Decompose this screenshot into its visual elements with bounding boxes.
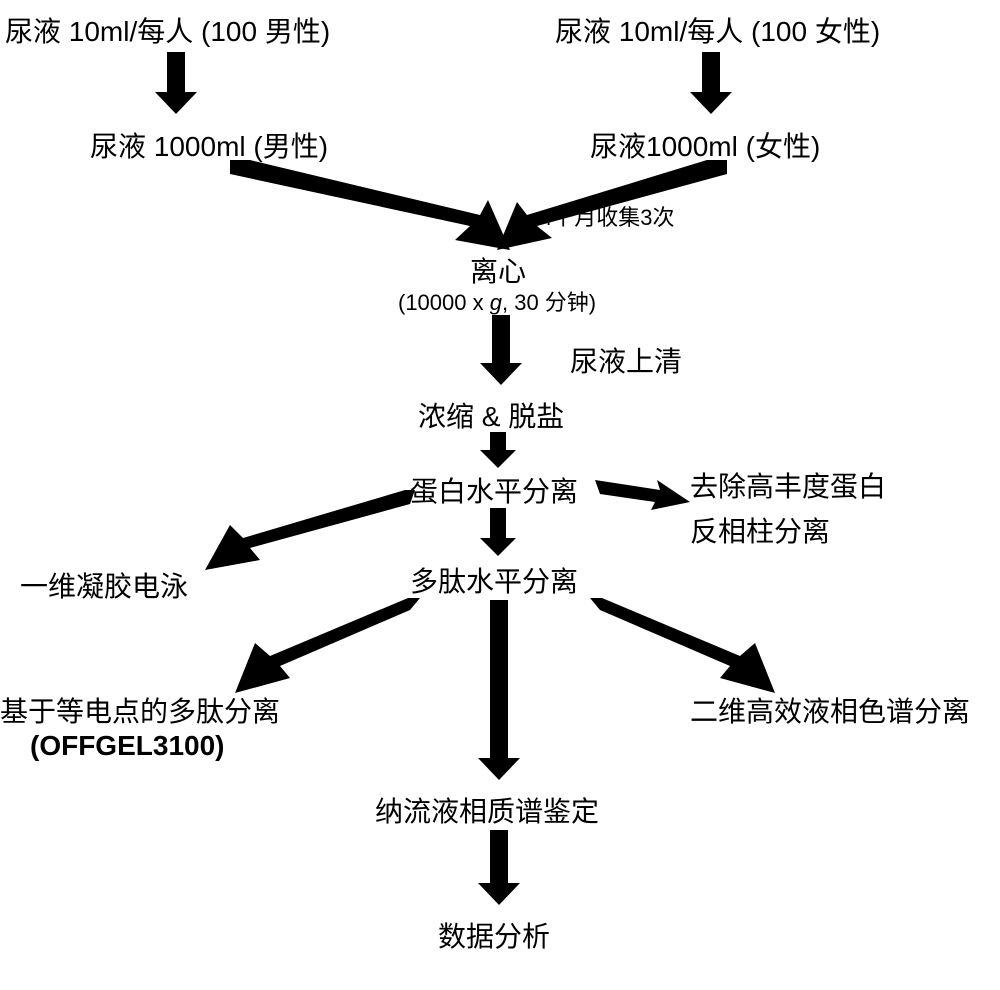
node-top-left: 尿液 10ml/每人 (100 男性) xyxy=(5,10,330,50)
arrow-down-icon xyxy=(480,432,516,468)
node-supernatant: 尿液上清 xyxy=(570,340,682,380)
arrow-diag-icon xyxy=(235,598,420,693)
node-top-right: 尿液 10ml/每人 (100 女性) xyxy=(555,10,880,50)
arrow-diag-icon xyxy=(590,598,775,693)
node-collect-note: 4个月收集3次 xyxy=(540,200,674,232)
node-nano-ms: 纳流液相质谱鉴定 xyxy=(375,790,599,830)
node-protein-sep: 蛋白水平分离 xyxy=(410,470,578,510)
node-reverse-phase: 反相柱分离 xyxy=(690,510,830,550)
node-centrifuge-sub: (10000 x g, 30 分钟) xyxy=(398,285,596,317)
node-concentrate: 浓缩 & 脱盐 xyxy=(418,395,564,435)
node-mid-left: 尿液 1000ml (男性) xyxy=(90,125,328,165)
node-gel-1d: 一维凝胶电泳 xyxy=(20,565,188,605)
arrow-diag-icon xyxy=(205,490,415,570)
arrow-down-icon xyxy=(155,52,197,114)
node-hplc-2d: 二维高效液相色谱分离 xyxy=(690,690,970,730)
arrow-down-icon xyxy=(478,600,520,780)
arrow-down-icon xyxy=(478,830,520,905)
node-data-analysis: 数据分析 xyxy=(438,915,550,955)
arrow-down-icon xyxy=(480,315,522,385)
node-centrifuge: 离心 xyxy=(470,250,526,290)
node-remove-abundant: 去除高丰度蛋白 xyxy=(690,465,886,505)
arrow-diag-icon xyxy=(595,480,690,510)
arrow-down-icon xyxy=(690,52,732,114)
node-offgel-sub: (OFFGEL3100) xyxy=(30,730,224,762)
node-offgel-label: 基于等电点的多肽分离 xyxy=(0,690,280,730)
node-mid-right: 尿液1000ml (女性) xyxy=(590,125,820,165)
centrifuge-params: (10000 x g, 30 分钟) xyxy=(398,290,596,315)
arrow-down-icon xyxy=(480,508,516,556)
arrow-diag-icon xyxy=(230,160,510,255)
node-peptide-sep: 多肽水平分离 xyxy=(410,560,578,600)
